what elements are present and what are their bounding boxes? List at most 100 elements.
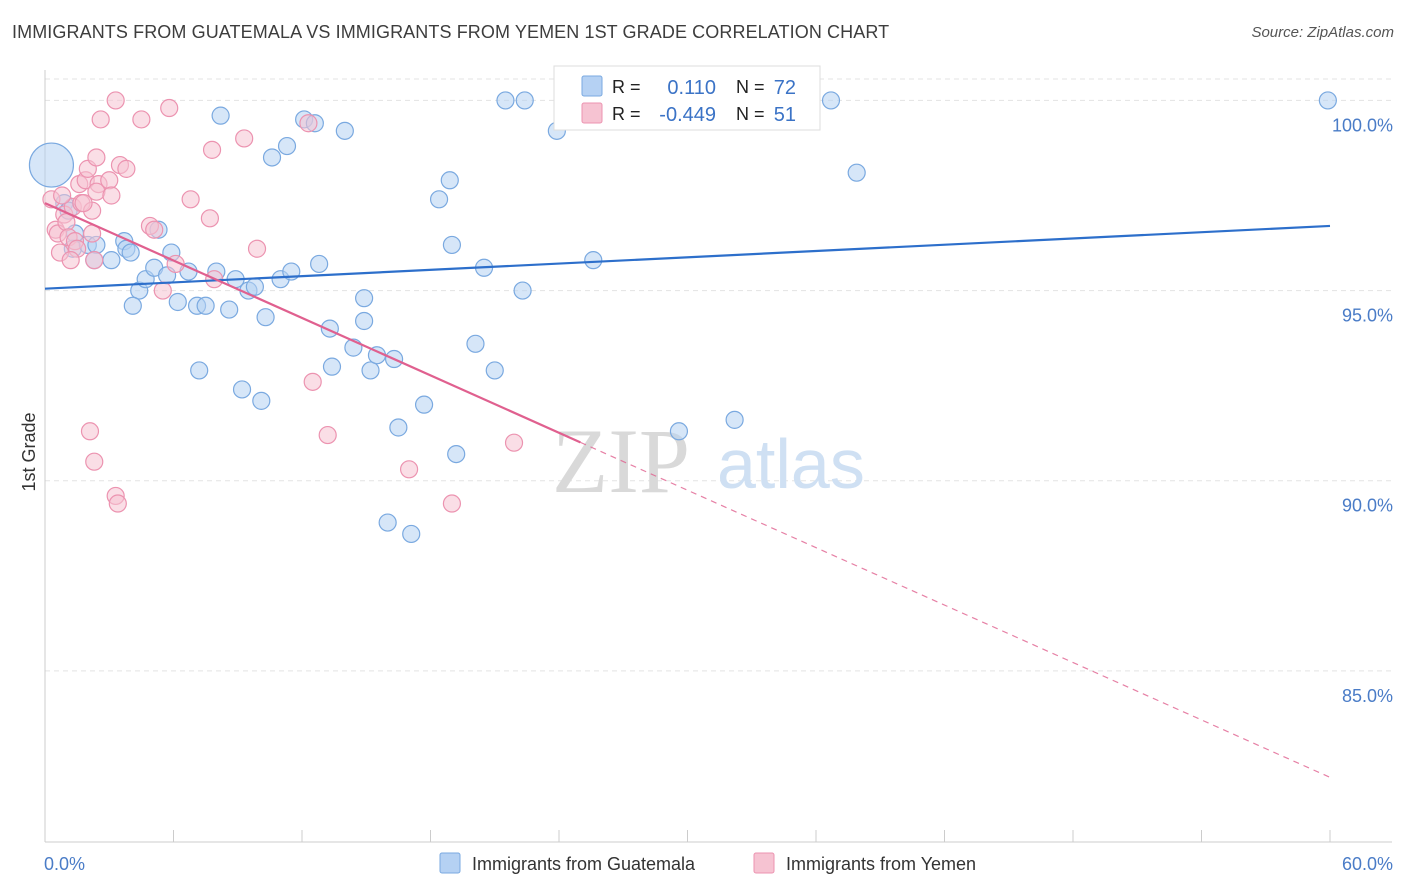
y-tick-label: 100.0% <box>1332 115 1393 135</box>
yemen-point <box>247 239 267 258</box>
guatemala-point <box>440 171 459 190</box>
bottom-legend-label-guatemala: Immigrants from Guatemala <box>472 854 696 874</box>
y-tick-label: 95.0% <box>1342 306 1393 326</box>
watermark-atlas: atlas <box>717 425 865 503</box>
yemen-point <box>85 251 104 270</box>
bottom-legend-label-yemen: Immigrants from Yemen <box>786 854 976 874</box>
guatemala-point <box>389 418 408 437</box>
yemen-point <box>160 98 179 118</box>
guatemala-point <box>1318 91 1337 110</box>
guatemala-point <box>496 91 515 110</box>
yemen-point <box>235 129 254 148</box>
guatemala-point <box>847 163 866 182</box>
yemen-point <box>181 190 200 209</box>
tick-labels: 85.0% 90.0% 95.0% 100.0% 0.0% 60.0% <box>44 115 1393 874</box>
guatemala-point <box>277 136 297 156</box>
guatemala-point <box>414 395 434 414</box>
y-axis-title: 1st Grade <box>19 412 39 491</box>
yemen-point <box>132 110 151 129</box>
bottom-legend-swatch-guatemala <box>439 852 461 874</box>
yemen-point <box>61 251 80 270</box>
guatemala-point <box>121 243 140 262</box>
guatemala-point <box>725 410 744 429</box>
guatemala-point <box>190 361 209 380</box>
guatemala-point <box>361 361 380 380</box>
guatemala-point <box>821 91 841 110</box>
yemen-point <box>303 372 322 391</box>
guatemala-point <box>168 292 187 312</box>
yemen-point <box>106 91 125 110</box>
legend-n-label-2: N = <box>736 104 765 124</box>
yemen-trend-line <box>44 202 581 444</box>
guatemala-point <box>378 513 397 532</box>
chart-title: IMMIGRANTS FROM GUATEMALA VS IMMIGRANTS … <box>12 22 890 42</box>
yemen-point <box>80 422 100 441</box>
yemen-point <box>100 171 119 190</box>
grid-layer <box>45 78 1392 672</box>
x-tick-label: 0.0% <box>44 854 85 874</box>
legend-n-value-1: 72 <box>774 77 796 99</box>
yemen-point <box>102 186 121 205</box>
legend-r-label-1: R = <box>612 77 641 97</box>
watermark: ZIP atlas <box>552 410 865 512</box>
guatemala-point <box>429 190 449 209</box>
guatemala-point <box>196 296 215 315</box>
guatemala-point <box>102 251 121 270</box>
yemen-point <box>299 114 318 133</box>
guatemala-point <box>355 289 374 308</box>
legend-r-label-2: R = <box>612 104 641 124</box>
yemen-point <box>91 110 110 129</box>
guatemala-point <box>355 311 374 331</box>
stats-legend: R = 0.110 N = 72 R = -0.449 N = 51 <box>553 65 821 131</box>
yemen-point <box>108 494 127 513</box>
guatemala-point <box>402 524 421 544</box>
yemen-point <box>145 220 164 239</box>
guatemala-point <box>310 254 329 274</box>
guatemala-point <box>485 361 504 380</box>
legend-r-value-1: 0.110 <box>667 77 716 99</box>
guatemala-point <box>232 380 252 399</box>
guatemala-point <box>335 121 354 140</box>
yemen-point <box>504 433 524 452</box>
yemen-point <box>318 425 337 445</box>
guatemala-point <box>466 334 485 353</box>
bottom-legend-swatch-yemen <box>753 852 775 874</box>
guatemala-point <box>123 296 142 315</box>
yemen-point <box>74 194 93 213</box>
yemen-point <box>153 281 172 300</box>
yemen-point <box>87 148 106 167</box>
guatemala-point <box>513 281 532 300</box>
guatemala-point <box>447 444 466 464</box>
points-layer <box>28 91 1337 544</box>
legend-swatch-yemen <box>581 102 603 124</box>
series-legend: Immigrants from Guatemala Immigrants fro… <box>439 852 976 874</box>
chart-source: Source: ZipAtlas.com <box>1251 24 1394 41</box>
trend-layer <box>44 202 1331 778</box>
yemen-point <box>399 460 419 479</box>
y-tick-label: 90.0% <box>1342 496 1393 516</box>
guatemala-point <box>584 251 603 270</box>
yemen-point <box>85 452 104 471</box>
guatemala-point <box>262 148 282 167</box>
y-tick-label: 85.0% <box>1342 686 1393 706</box>
guatemala-point <box>669 422 689 441</box>
legend-n-label-1: N = <box>736 77 765 97</box>
x-tick-label: 60.0% <box>1342 854 1393 874</box>
guatemala-point <box>211 106 230 125</box>
legend-swatch-guatemala <box>581 75 603 97</box>
guatemala-point <box>442 235 462 255</box>
yemen-point <box>202 140 222 159</box>
yemen-point <box>53 186 72 205</box>
legend-n-value-2: 51 <box>774 104 796 126</box>
guatemala-point <box>245 277 264 296</box>
guatemala-point <box>28 142 75 188</box>
legend-r-value-2: -0.449 <box>659 104 716 126</box>
guatemala-trend-line <box>44 224 1331 290</box>
yemen-trend-line-extension <box>580 441 1331 778</box>
yemen-point <box>442 494 462 513</box>
guatemala-point <box>515 91 534 110</box>
guatemala-point <box>220 300 239 319</box>
guatemala-point <box>256 308 275 327</box>
guatemala-point <box>322 357 342 376</box>
